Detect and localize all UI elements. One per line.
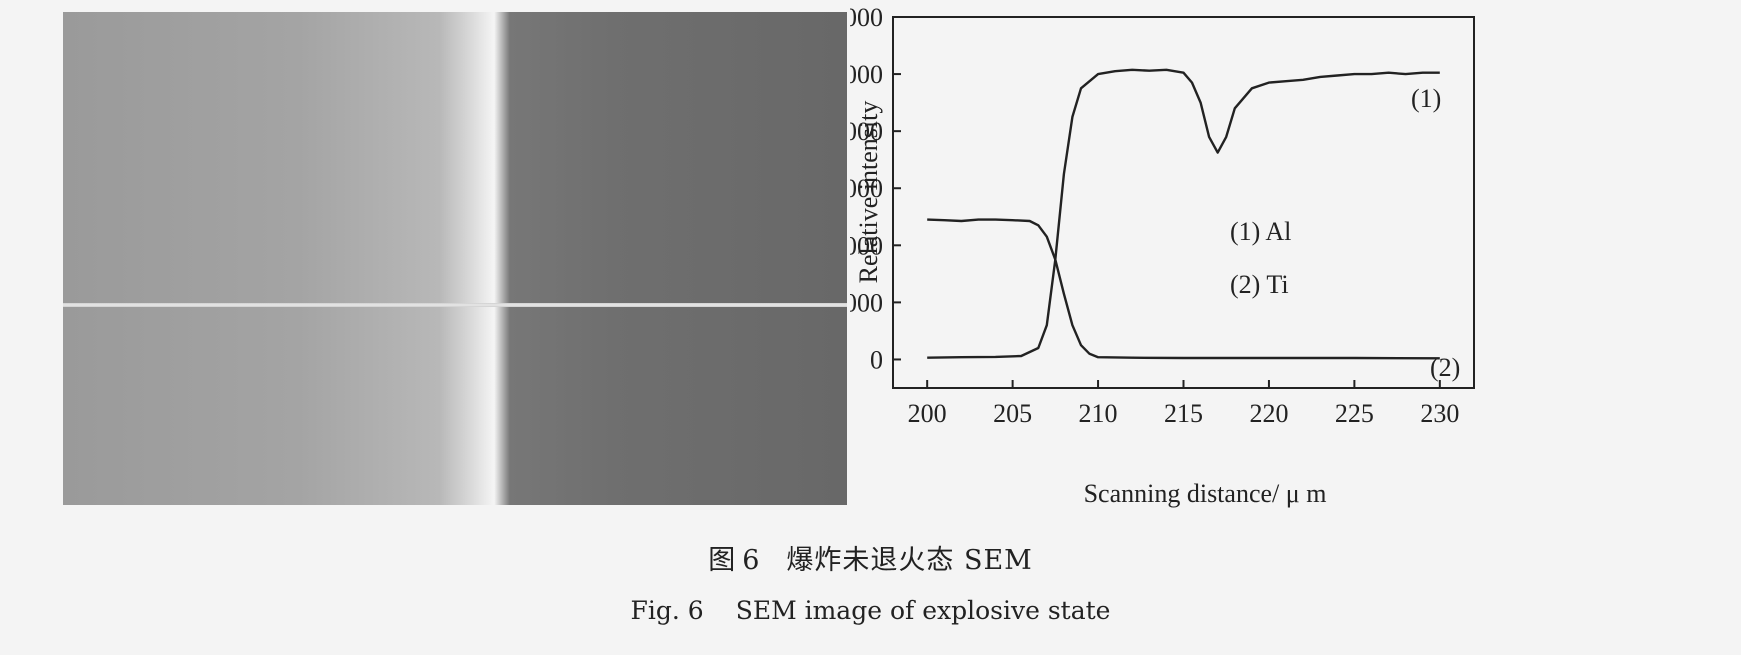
chart-ticks: 2002052102152202252300200040006000800010… — [818, 3, 1459, 428]
caption-en-label: Fig. 6 — [630, 596, 704, 625]
y-tick-label: 10000 — [850, 60, 883, 89]
x-tick-label: 225 — [1335, 399, 1374, 428]
caption-en-text: SEM image of explosive state — [735, 596, 1111, 625]
y-tick-label: 12000 — [850, 3, 883, 32]
curve-label-2: (2) — [1430, 353, 1460, 382]
series-al-line — [927, 68, 1440, 359]
y-tick-label: 0 — [870, 345, 883, 374]
x-tick-label: 215 — [1164, 399, 1203, 428]
sem-micrograph — [63, 12, 847, 505]
x-axis-label: Scanning distance/ μ m — [1084, 479, 1327, 508]
line-scan-chart: 2002052102152202252300200040006000800010… — [818, 0, 1741, 520]
y-axis-label: Relative intensity — [854, 101, 883, 284]
curve-label-1: (1) — [1411, 84, 1441, 113]
chart-svg: 2002052102152202252300200040006000800010… — [818, 3, 1475, 508]
caption-zh-number: 6 — [742, 545, 761, 576]
figure-caption-en: Fig. 6 SEM image of explosive state — [0, 596, 1741, 625]
sem-scan-line — [63, 303, 847, 307]
y-tick-label: 2000 — [850, 288, 883, 317]
x-tick-label: 210 — [1079, 399, 1118, 428]
x-tick-label: 220 — [1249, 399, 1288, 428]
caption-zh-text: 爆炸未退火态 SEM — [786, 545, 1033, 576]
x-tick-label: 230 — [1420, 399, 1459, 428]
chart-series — [927, 68, 1440, 360]
series-ti-line — [927, 218, 1440, 360]
x-tick-label: 205 — [993, 399, 1032, 428]
legend-item-al: (1) Al — [1230, 217, 1291, 246]
caption-zh-label: 图 — [708, 545, 737, 576]
legend-item-ti: (2) Ti — [1230, 270, 1289, 299]
sem-image — [63, 12, 847, 505]
x-tick-label: 200 — [908, 399, 947, 428]
figure-caption-zh: 图 6 爆炸未退火态 SEM — [0, 538, 1741, 577]
